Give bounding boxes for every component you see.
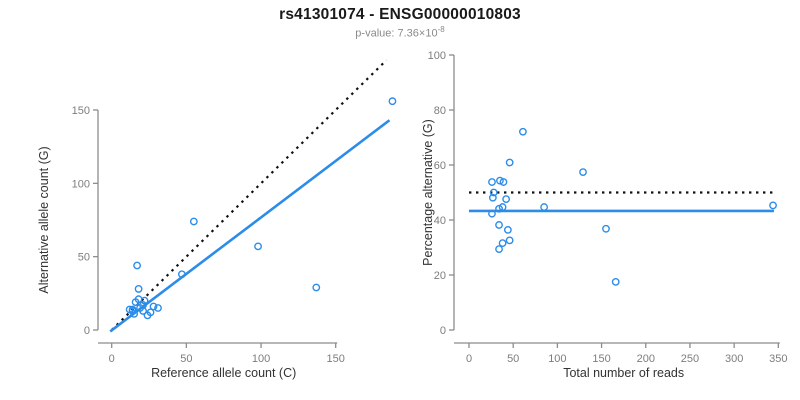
x-tick-label: 100: [252, 353, 270, 365]
data-point: [505, 158, 514, 167]
y-tick-label: 60: [434, 160, 446, 172]
x-tick-label: 50: [180, 353, 192, 365]
data-point: [189, 217, 198, 226]
x-tick-label: 50: [507, 353, 519, 365]
y-tick-label: 0: [84, 325, 90, 337]
data-point: [149, 302, 158, 311]
data-point: [505, 236, 514, 245]
y-tick-label: 100: [428, 50, 446, 62]
data-point: [134, 285, 143, 293]
data-point: [139, 307, 147, 315]
y-tick-label: 0: [440, 325, 446, 337]
figure-title: rs41301074 - ENSG00000010803: [279, 6, 521, 23]
x-axis-title: Total number of reads: [563, 366, 684, 380]
data-point: [495, 245, 503, 254]
data-point: [488, 209, 496, 218]
data-point: [254, 242, 262, 251]
data-point: [503, 225, 512, 234]
x-tick-label: 0: [109, 353, 115, 365]
pvalue-exponent: -8: [437, 25, 445, 34]
x-tick-label: 100: [548, 353, 566, 365]
x-tick-label: 150: [327, 353, 345, 365]
y-tick-label: 40: [434, 215, 446, 227]
data-point: [133, 261, 141, 270]
data-point: [502, 195, 511, 204]
y-tick-label: 100: [72, 178, 90, 190]
x-tick-label: 0: [466, 353, 472, 365]
y-tick-label: 80: [434, 105, 446, 117]
data-point: [602, 224, 610, 233]
data-point: [611, 277, 620, 286]
x-tick-label: 250: [681, 353, 699, 365]
data-point: [495, 221, 503, 229]
identity-line: [110, 59, 388, 331]
x-tick-label: 300: [725, 353, 743, 365]
y-axis-title: Alternative allele count (G): [37, 146, 51, 293]
x-tick-label: 350: [769, 353, 787, 365]
data-point: [579, 168, 587, 177]
data-point: [540, 203, 549, 211]
data-point: [488, 193, 497, 202]
data-point: [130, 309, 138, 318]
data-point: [519, 127, 527, 136]
data-point: [140, 296, 149, 305]
data-point: [499, 178, 508, 186]
y-tick-label: 50: [78, 252, 90, 264]
data-point: [154, 304, 162, 312]
regression-line: [109, 119, 391, 333]
x-axis-title: Reference allele count (C): [151, 366, 296, 380]
data-point: [496, 176, 504, 185]
data-point: [312, 283, 321, 292]
figure-subtitle: p-value: 7.36×10-8: [0, 25, 800, 40]
scatter-percentage-vs-reads: 0 20 40 60 80 100 0 50 100 150 200 250 300 350 Total n…: [421, 50, 788, 380]
y-tick-label: 150: [72, 105, 90, 117]
data-point: [488, 178, 496, 186]
y-tick-label: 20: [434, 270, 446, 282]
pvalue-text: p-value: 7.36×10: [355, 27, 438, 40]
x-tick-label: 200: [637, 353, 655, 365]
x-tick-label: 150: [592, 353, 610, 365]
data-point: [388, 97, 397, 106]
data-point: [498, 239, 507, 248]
y-axis-title: Percentage alternative (G): [421, 119, 435, 266]
data-point: [769, 201, 777, 210]
data-point: [143, 311, 152, 320]
data-point: [177, 270, 186, 279]
scatter-allele-counts: 0 50 100 150 0 50 100 150 Reference allele count…: [37, 59, 397, 380]
data-point: [489, 188, 498, 197]
data-point: [495, 204, 503, 213]
